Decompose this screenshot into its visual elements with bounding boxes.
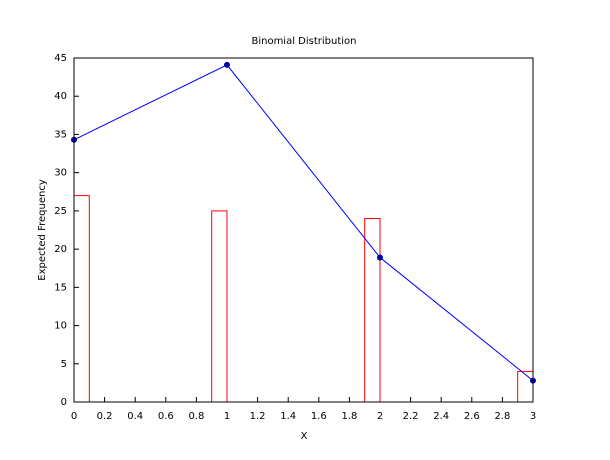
x-tick-label: 1 [224, 411, 230, 422]
y-tick-label: 30 [54, 168, 67, 179]
x-tick-label: 0.2 [97, 411, 113, 422]
y-axis-label: Expected Frequency [37, 179, 48, 281]
x-tick-label: 0.4 [127, 411, 143, 422]
x-tick-label: 3 [530, 411, 536, 422]
x-tick-label: 1.4 [280, 411, 296, 422]
x-tick-label: 2.6 [464, 411, 480, 422]
y-tick-label: 10 [54, 321, 67, 332]
chart-title: Binomial Distribution [251, 36, 356, 47]
line [73, 64, 534, 381]
plot-frame [73, 57, 534, 403]
x-tick-label: 2.8 [494, 411, 510, 422]
y-tick-label: 20 [54, 244, 67, 255]
marker [377, 254, 383, 261]
x-tick-label: 2.2 [403, 411, 419, 422]
x-tick-label: 0.6 [158, 411, 174, 422]
y-tick-label: 15 [54, 282, 67, 293]
y-tick-label: 25 [54, 206, 67, 217]
x-tick-label: 1.2 [250, 411, 266, 422]
x-tick-label: 2 [377, 411, 383, 422]
y-tick-label: 40 [54, 91, 67, 102]
y-tick-label: 45 [54, 53, 67, 64]
marker [224, 61, 230, 68]
x-tick-label: 2.4 [433, 411, 449, 422]
x-tick-label: 1.6 [311, 411, 327, 422]
x-tick-label: 1.8 [341, 411, 357, 422]
y-tick-label: 0 [61, 397, 67, 408]
x-tick-label: 0 [71, 411, 77, 422]
x-tick-label: 0.8 [188, 411, 204, 422]
x-axis-label: X [301, 431, 308, 442]
y-tick-label: 35 [54, 129, 67, 140]
y-tick-label: 5 [61, 359, 67, 370]
